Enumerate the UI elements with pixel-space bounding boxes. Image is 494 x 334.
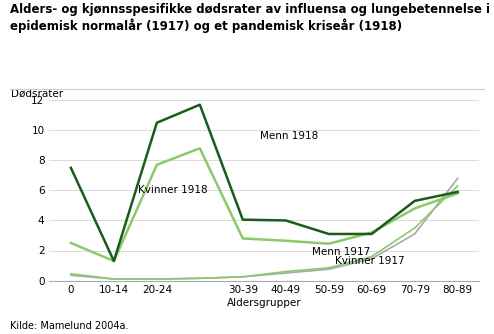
Text: Kvinner 1918: Kvinner 1918 bbox=[137, 185, 207, 195]
Text: Menn 1917: Menn 1917 bbox=[312, 247, 370, 257]
Text: Kvinner 1917: Kvinner 1917 bbox=[335, 256, 405, 266]
Text: Alders- og kjønnsspesifikke dødsrater av influensa og lungebetennelse i Norge i : Alders- og kjønnsspesifikke dødsrater av… bbox=[10, 3, 494, 33]
Text: Menn 1918: Menn 1918 bbox=[260, 131, 318, 141]
Text: Dødsrater: Dødsrater bbox=[11, 89, 63, 99]
Text: Kilde: Mamelund 2004a.: Kilde: Mamelund 2004a. bbox=[10, 321, 128, 331]
X-axis label: Aldersgrupper: Aldersgrupper bbox=[227, 298, 302, 308]
